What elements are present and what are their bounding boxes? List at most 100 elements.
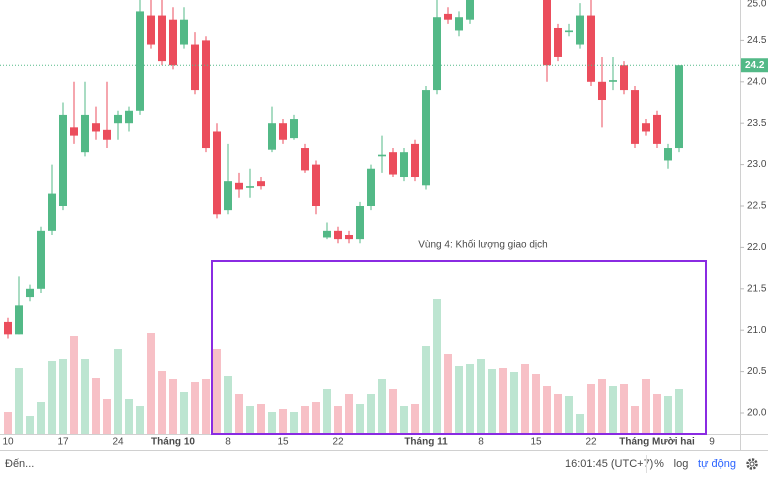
x-tick-label: 24 xyxy=(112,437,124,448)
y-tick-label: 22.5 xyxy=(747,201,767,212)
candle-body xyxy=(290,119,298,139)
volume-bar xyxy=(125,399,133,434)
log-toggle[interactable]: log xyxy=(674,458,689,470)
candle-body xyxy=(37,230,45,289)
x-tick-label: 15 xyxy=(530,437,542,448)
volume-bar xyxy=(653,394,661,434)
candle-body xyxy=(422,90,430,186)
candle-body xyxy=(59,114,67,206)
candle-body xyxy=(257,181,265,187)
candle-body xyxy=(213,131,221,215)
volume-bar xyxy=(26,416,34,434)
volume-bar xyxy=(147,333,155,434)
volume-bar xyxy=(48,361,56,434)
volume-bar xyxy=(158,371,166,434)
candle-body xyxy=(158,15,166,62)
annotation: Vùng 4: Khối lượng giao dịch xyxy=(418,239,547,251)
volume-bar xyxy=(70,336,78,434)
candle-body xyxy=(235,182,243,190)
goto-button[interactable]: Đến... xyxy=(5,458,34,470)
volume-bar xyxy=(81,359,89,434)
volume-bar xyxy=(466,364,474,434)
volume-bar xyxy=(510,372,518,434)
candle-body xyxy=(444,13,452,20)
volume-bar xyxy=(180,392,188,434)
volume-bar xyxy=(598,379,606,434)
volume-bar xyxy=(543,386,551,434)
x-tick-label: 15 xyxy=(277,437,289,448)
volume-bar xyxy=(15,368,23,434)
volume-bar xyxy=(631,406,639,434)
candle-body xyxy=(587,15,595,82)
candle-body xyxy=(268,123,276,150)
x-tick-label: 17 xyxy=(57,437,69,448)
volume-bar xyxy=(323,389,331,434)
volume-bar xyxy=(312,402,320,434)
candle-body xyxy=(609,80,617,82)
volume-bar xyxy=(268,412,276,434)
x-tick-label: 9 xyxy=(709,437,715,448)
candle-body xyxy=(466,0,474,20)
volume-bar xyxy=(565,396,573,434)
volume-bar xyxy=(488,369,496,434)
volume-bar xyxy=(587,384,595,434)
x-tick-label: 10 xyxy=(2,437,14,448)
candle-body xyxy=(653,114,661,144)
x-tick-label: Tháng Mười hai xyxy=(619,437,695,448)
volume-bar xyxy=(499,368,507,434)
candle-body xyxy=(70,127,78,136)
highlight-box xyxy=(211,260,707,435)
y-tick-label: 20.0 xyxy=(747,408,767,419)
volume-bar xyxy=(169,379,177,434)
candle-body xyxy=(202,40,210,149)
percent-toggle[interactable]: % xyxy=(654,458,664,470)
candle-body xyxy=(356,206,364,240)
volume-bar xyxy=(59,359,67,434)
volume-bar xyxy=(675,389,683,434)
volume-bar xyxy=(257,404,265,434)
volume-bar xyxy=(433,299,441,434)
candle-body xyxy=(598,81,606,101)
candle-body xyxy=(433,17,441,91)
volume-bar xyxy=(202,379,210,434)
candle-body xyxy=(345,234,353,240)
candle-body xyxy=(576,15,584,45)
volume-bar xyxy=(609,386,617,434)
volume-bar xyxy=(477,359,485,434)
auto-toggle[interactable]: tự động xyxy=(698,458,736,470)
y-tick-label: 22.0 xyxy=(747,242,767,253)
candle-body xyxy=(92,123,100,132)
volume-bar xyxy=(345,394,353,434)
volume-bar xyxy=(389,389,397,434)
volume-bar xyxy=(422,346,430,434)
y-tick-label: 23.0 xyxy=(747,159,767,170)
candle-body xyxy=(136,11,144,111)
volume-bar xyxy=(664,396,672,434)
volume-bar xyxy=(246,406,254,434)
volume-bar xyxy=(576,414,584,434)
volume-bar xyxy=(378,379,386,434)
volume-bar xyxy=(367,394,375,434)
candle-body xyxy=(125,110,133,124)
x-tick-label: 22 xyxy=(585,437,597,448)
settings-icon[interactable] xyxy=(746,458,758,470)
volume-bar xyxy=(444,354,452,434)
volume-bar xyxy=(455,366,463,434)
candle-body xyxy=(389,152,397,175)
y-tick-label: 23.5 xyxy=(747,118,767,129)
candle-body xyxy=(400,152,408,178)
candle-body xyxy=(26,288,34,298)
volume-bar xyxy=(334,406,342,434)
y-tick-label: 20.5 xyxy=(747,366,767,377)
volume-bar xyxy=(37,402,45,434)
volume-bar xyxy=(279,409,287,434)
volume-bar xyxy=(4,412,12,434)
candle-body xyxy=(48,193,56,231)
candle-body xyxy=(411,143,419,178)
y-tick-label: 21.0 xyxy=(747,325,767,336)
candle-body xyxy=(543,0,551,66)
volume-bar xyxy=(290,412,298,434)
volume-bar xyxy=(642,379,650,434)
volume-bar xyxy=(301,406,309,434)
